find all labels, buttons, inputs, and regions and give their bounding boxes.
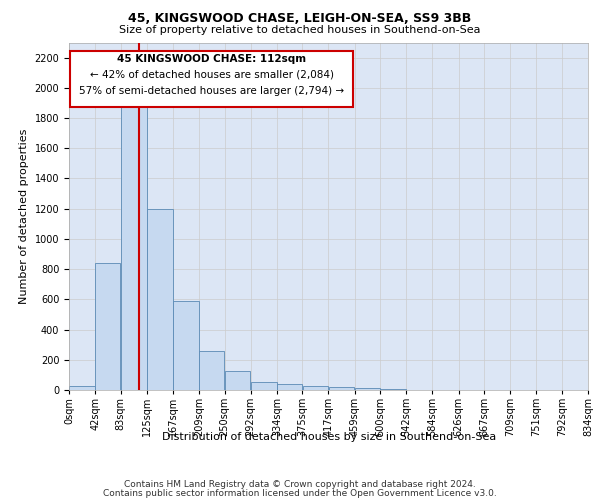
FancyBboxPatch shape — [70, 51, 353, 108]
Text: 45, KINGSWOOD CHASE, LEIGH-ON-SEA, SS9 3BB: 45, KINGSWOOD CHASE, LEIGH-ON-SEA, SS9 3… — [128, 12, 472, 26]
Text: Contains HM Land Registry data © Crown copyright and database right 2024.: Contains HM Land Registry data © Crown c… — [124, 480, 476, 489]
Bar — [199, 350, 224, 390]
Text: 57% of semi-detached houses are larger (2,794) →: 57% of semi-detached houses are larger (… — [79, 86, 344, 96]
Bar — [355, 388, 380, 390]
Text: Contains public sector information licensed under the Open Government Licence v3: Contains public sector information licen… — [103, 489, 497, 498]
Bar — [225, 371, 250, 390]
Bar — [329, 387, 355, 390]
Text: Size of property relative to detached houses in Southend-on-Sea: Size of property relative to detached ho… — [119, 25, 481, 35]
Bar — [147, 208, 173, 390]
Bar — [69, 386, 95, 390]
Text: ← 42% of detached houses are smaller (2,084): ← 42% of detached houses are smaller (2,… — [89, 70, 334, 80]
Bar — [121, 75, 146, 390]
Bar — [251, 382, 277, 390]
Text: 45 KINGSWOOD CHASE: 112sqm: 45 KINGSWOOD CHASE: 112sqm — [117, 54, 306, 64]
Y-axis label: Number of detached properties: Number of detached properties — [19, 128, 29, 304]
Bar — [173, 301, 199, 390]
Bar — [95, 263, 121, 390]
Bar — [380, 389, 406, 390]
Bar — [302, 386, 328, 390]
Bar — [277, 384, 302, 390]
Text: Distribution of detached houses by size in Southend-on-Sea: Distribution of detached houses by size … — [161, 432, 496, 442]
